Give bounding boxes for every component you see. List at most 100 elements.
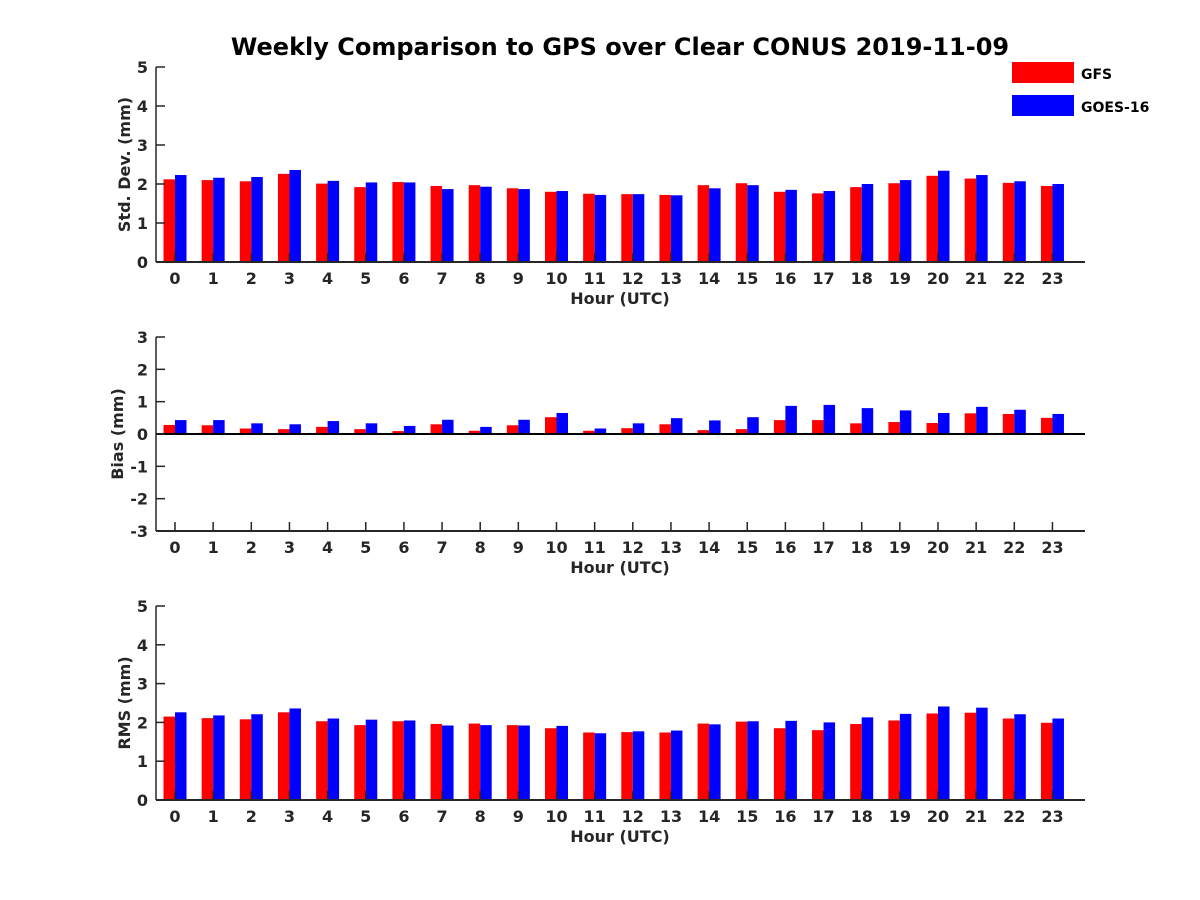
bias-bar-goes16-hour-17	[823, 404, 836, 434]
chart-title: Weekly Comparison to GPS over Clear CONU…	[231, 33, 1009, 61]
std-dev-bar-goes16-hour-15	[747, 185, 759, 262]
rms-bar-goes16-hour-20	[938, 706, 950, 800]
std-dev-x-tick-label: 23	[1041, 269, 1063, 288]
bias-y-tick-label: 3	[137, 328, 148, 347]
bias-x-tick-label: 11	[584, 538, 606, 557]
rms-x-tick-label: 2	[246, 807, 257, 826]
bias-y-axis-label: Bias (mm)	[108, 388, 127, 480]
rms-bar-gfs-hour-22	[1002, 718, 1015, 800]
bias-x-tick-label: 17	[812, 538, 834, 557]
rms-y-tick-label: 3	[137, 675, 148, 694]
rms-x-tick-label: 10	[545, 807, 567, 826]
std-dev-bar-goes16-hour-17	[823, 191, 836, 262]
rms-x-tick-label: 1	[208, 807, 219, 826]
bias-bar-gfs-hour-12	[621, 428, 633, 434]
rms-x-tick-label: 14	[698, 807, 720, 826]
std-dev-bar-goes16-hour-20	[938, 170, 950, 262]
bias-bar-gfs-hour-9	[506, 425, 519, 434]
bias-bar-goes16-hour-16	[785, 405, 797, 434]
rms-bar-goes16-hour-9	[518, 725, 530, 800]
rms-x-tick-label: 8	[475, 807, 486, 826]
bias-bar-gfs-hour-3	[277, 429, 290, 434]
bias-y-tick-label: 2	[137, 360, 148, 379]
bias-bar-goes16-hour-0	[175, 420, 187, 434]
std-dev-bar-goes16-hour-10	[556, 191, 568, 262]
bias-x-tick-label: 15	[736, 538, 758, 557]
bias-bar-goes16-hour-11	[594, 428, 607, 434]
bias-x-tick-label: 2	[246, 538, 257, 557]
std-dev-x-tick-label: 21	[965, 269, 987, 288]
bias-bar-goes16-hour-1	[213, 420, 225, 434]
std-dev-x-axis-label: Hour (UTC)	[570, 289, 670, 308]
std-dev-bar-goes16-hour-1	[213, 177, 225, 262]
std-dev-bar-gfs-hour-5	[354, 187, 366, 262]
rms-bar-goes16-hour-7	[442, 725, 454, 800]
rms-x-tick-label: 9	[513, 807, 524, 826]
rms-bar-goes16-hour-18	[861, 717, 874, 800]
bias-x-tick-label: 16	[774, 538, 796, 557]
rms-bar-goes16-hour-15	[747, 721, 759, 800]
rms-bar-goes16-hour-1	[213, 715, 225, 800]
std-dev-bar-goes16-hour-9	[518, 189, 530, 262]
rms-x-tick-label: 16	[774, 807, 796, 826]
rms-bar-goes16-hour-19	[899, 713, 912, 800]
std-dev-x-tick-label: 11	[584, 269, 606, 288]
std-dev-bar-goes16-hour-5	[365, 182, 378, 262]
bias-bar-goes16-hour-8	[480, 426, 492, 434]
std-dev-bar-goes16-hour-21	[976, 175, 988, 262]
bias-x-tick-label: 20	[927, 538, 949, 557]
bias-bar-gfs-hour-17	[812, 420, 824, 434]
std-dev-x-tick-label: 13	[660, 269, 682, 288]
rms-bar-gfs-hour-14	[697, 723, 710, 800]
rms-bar-gfs-hour-3	[277, 712, 290, 800]
rms-bar-goes16-hour-22	[1014, 714, 1026, 800]
bias-y-tick-label: -1	[130, 457, 148, 476]
std-dev-bar-gfs-hour-12	[621, 194, 633, 262]
bias-bar-gfs-hour-20	[926, 423, 938, 434]
std-dev-bar-goes16-hour-18	[861, 184, 874, 262]
bias-bar-goes16-hour-4	[327, 421, 340, 434]
bias-bar-gfs-hour-11	[583, 430, 595, 434]
rms-bar-gfs-hour-19	[888, 720, 900, 800]
rms-x-tick-label: 3	[284, 807, 295, 826]
bias-y-tick-label: -2	[130, 490, 148, 509]
rms-bar-gfs-hour-12	[621, 732, 633, 800]
rms-y-tick-label: 2	[137, 713, 148, 732]
bias-bar-gfs-hour-14	[697, 430, 710, 434]
std-dev-x-tick-label: 2	[246, 269, 257, 288]
bias-bar-gfs-hour-7	[430, 424, 443, 434]
std-dev-bar-gfs-hour-14	[697, 185, 710, 262]
rms-x-tick-label: 6	[398, 807, 409, 826]
std-dev-x-tick-label: 6	[398, 269, 409, 288]
bias-bar-gfs-hour-16	[773, 420, 786, 434]
bias-bar-goes16-hour-7	[442, 419, 454, 434]
std-dev-x-tick-label: 16	[774, 269, 796, 288]
rms-bar-gfs-hour-20	[926, 713, 938, 800]
bias-bar-gfs-hour-10	[545, 417, 557, 434]
rms-x-tick-label: 12	[622, 807, 644, 826]
std-dev-x-tick-label: 8	[475, 269, 486, 288]
bias-bar-gfs-hour-18	[850, 423, 862, 434]
rms-y-axis-label: RMS (mm)	[115, 656, 134, 749]
legend: GFS GOES-16	[1012, 62, 1149, 116]
std-dev-bar-goes16-hour-3	[289, 169, 301, 262]
std-dev-x-tick-label: 15	[736, 269, 758, 288]
bias-x-tick-label: 19	[889, 538, 911, 557]
rms-y-tick-label: 5	[137, 597, 148, 616]
rms-bar-goes16-hour-8	[480, 725, 492, 800]
std-dev-y-tick-label: 2	[137, 175, 148, 194]
bias-bar-goes16-hour-20	[938, 412, 950, 434]
std-dev-bar-gfs-hour-16	[773, 191, 786, 262]
rms-bar-goes16-hour-23	[1052, 718, 1064, 800]
std-dev-bar-goes16-hour-16	[785, 189, 797, 262]
bias-x-tick-label: 0	[169, 538, 180, 557]
rms-bar-goes16-hour-11	[594, 733, 607, 800]
legend-swatch-gfs	[1012, 62, 1074, 83]
std-dev-bar-gfs-hour-2	[239, 181, 252, 262]
bias-bar-goes16-hour-9	[518, 419, 530, 434]
std-dev-bar-goes16-hour-11	[594, 194, 607, 262]
bias-bar-goes16-hour-23	[1052, 413, 1064, 434]
bias-x-tick-label: 14	[698, 538, 720, 557]
bias-x-axis-label: Hour (UTC)	[570, 558, 670, 577]
std-dev-bar-gfs-hour-9	[506, 188, 519, 262]
